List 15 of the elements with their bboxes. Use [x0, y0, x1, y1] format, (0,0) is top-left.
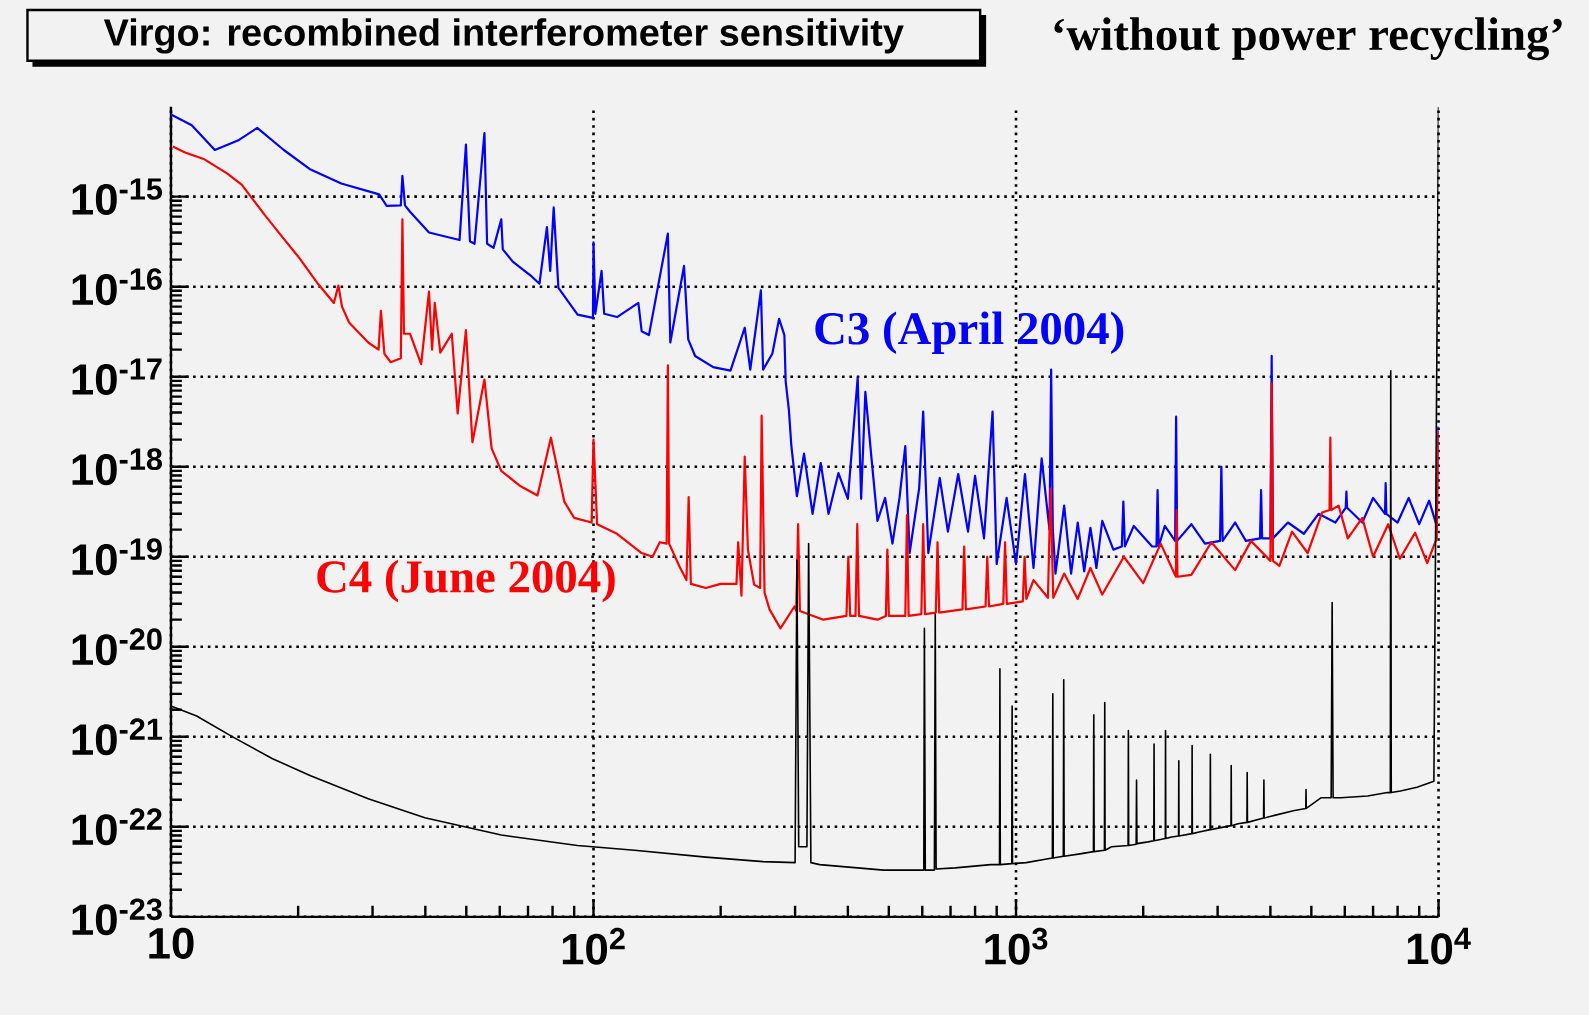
y-tick-label: 10$^{-18}$ — [72, 448, 162, 485]
series-label: C4 (June 2004) — [317, 559, 615, 602]
y-tick-label: 10$^{-22}$ — [72, 808, 162, 846]
x-tick-label: 10$^{4}$ — [1407, 927, 1471, 965]
y-tick-label: 10$^{-15}$ — [72, 178, 163, 215]
chart-title: Virgo: recombined interferometer sensitivity — [103, 17, 904, 54]
series-label: C3 (April 2004) — [815, 311, 1124, 354]
x-tick-label: 10$^{3}$ — [985, 927, 1048, 965]
y-tick-label: 10$^{-20}$ — [72, 628, 162, 665]
x-tick-label: 10$^{2}$ — [562, 927, 625, 965]
y-tick-label: 10$^{-19}$ — [72, 538, 162, 575]
text: ‘without power recycling’ — [1054, 17, 1562, 60]
y-tick-label: 10$^{-21}$ — [72, 718, 163, 756]
y-tick-label: 10$^{-16}$ — [72, 268, 162, 305]
y-tick-label: 10$^{-17}$ — [72, 358, 162, 395]
